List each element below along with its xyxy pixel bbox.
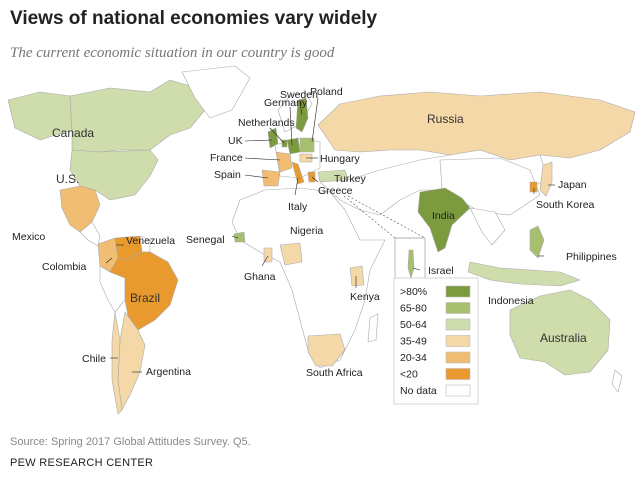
country-india (417, 187, 471, 253)
country-senegal (233, 231, 246, 243)
legend-swatch (445, 335, 471, 347)
source-note: Source: Spring 2017 Global Attitudes Sur… (10, 436, 251, 448)
country-south-africa (307, 333, 346, 367)
label-france: France (210, 152, 243, 164)
country-chile (111, 311, 123, 415)
legend-swatch (445, 302, 471, 314)
country-canada (69, 79, 206, 153)
country-france (275, 151, 293, 173)
country-greece (307, 171, 316, 183)
new-zealand (611, 369, 623, 393)
label-australia: Australia (540, 331, 587, 345)
legend-label: <20 (400, 369, 418, 381)
label-venezuela: Venezuela (126, 235, 175, 247)
label-italy: Italy (288, 201, 308, 213)
africa (231, 187, 386, 369)
central-america (79, 221, 101, 247)
legend-label: 20-34 (400, 352, 427, 364)
label-kenya: Kenya (350, 291, 380, 303)
legend-swatch (445, 318, 471, 331)
label-japan: Japan (558, 179, 587, 191)
label-chile: Chile (82, 353, 106, 365)
label-indonesia: Indonesia (488, 295, 534, 307)
label-south-korea: South Korea (536, 199, 595, 211)
country-poland (299, 137, 315, 153)
label-mexico: Mexico (12, 231, 45, 243)
country-us (69, 149, 159, 201)
map-subtitle: The current economic situation in our co… (10, 45, 335, 61)
label-spain: Spain (214, 169, 241, 181)
label-turkey: Turkey (334, 173, 366, 185)
legend: >80% 65-80 50-64 35-49 20-34 <20 No data (393, 277, 479, 405)
label-hungary: Hungary (320, 153, 360, 165)
country-netherlands (281, 139, 288, 148)
label-south-africa: South Africa (306, 367, 363, 379)
label-sweden: Sweden (280, 89, 318, 101)
leader-lines (105, 97, 555, 373)
label-argentina: Argentina (146, 366, 191, 378)
label-nigeria: Nigeria (290, 225, 323, 237)
country-israel (407, 249, 415, 279)
southeast-asia (469, 207, 506, 246)
country-nigeria (279, 242, 303, 266)
inset-pointer-lines (343, 195, 426, 239)
legend-label: 65-80 (400, 303, 427, 315)
country-japan (539, 161, 553, 197)
label-philippines: Philippines (566, 251, 617, 263)
country-italy (291, 161, 305, 185)
country-russia (317, 91, 636, 161)
label-senegal: Senegal (186, 234, 225, 246)
country-south-korea (529, 181, 538, 193)
legend-label: >80% (400, 286, 427, 298)
legend-swatch (445, 285, 471, 298)
label-uk: UK (228, 135, 243, 147)
legend-label: 50-64 (400, 319, 427, 331)
organization-name: PEW RESEARCH CENTER (10, 457, 154, 469)
label-russia: Russia (427, 112, 464, 126)
label-netherlands: Netherlands (238, 117, 295, 129)
country-kenya (349, 265, 365, 287)
label-us: U.S. (56, 172, 79, 186)
legend-label: 35-49 (400, 336, 427, 348)
legend-swatch (445, 384, 471, 397)
country-indonesia (467, 261, 581, 287)
legend-swatch (445, 351, 471, 364)
country-philippines (529, 225, 545, 259)
legend-swatch (445, 368, 471, 380)
map-title: Views of national economies vary widely (10, 8, 378, 29)
country-ghana (263, 247, 273, 263)
label-greece: Greece (318, 185, 353, 197)
label-poland: Poland (310, 86, 343, 98)
country-spain (261, 169, 281, 187)
label-brazil: Brazil (130, 291, 160, 305)
madagascar (367, 313, 379, 343)
country-australia (509, 289, 611, 376)
label-israel: Israel (428, 265, 454, 277)
country-brazil (109, 251, 179, 331)
greenland (181, 65, 251, 119)
label-canada: Canada (52, 126, 94, 140)
label-india: India (432, 210, 455, 222)
label-ghana: Ghana (244, 271, 276, 283)
label-germany: Germany (264, 97, 308, 109)
label-colombia: Colombia (42, 261, 87, 273)
legend-label: No data (400, 385, 437, 397)
